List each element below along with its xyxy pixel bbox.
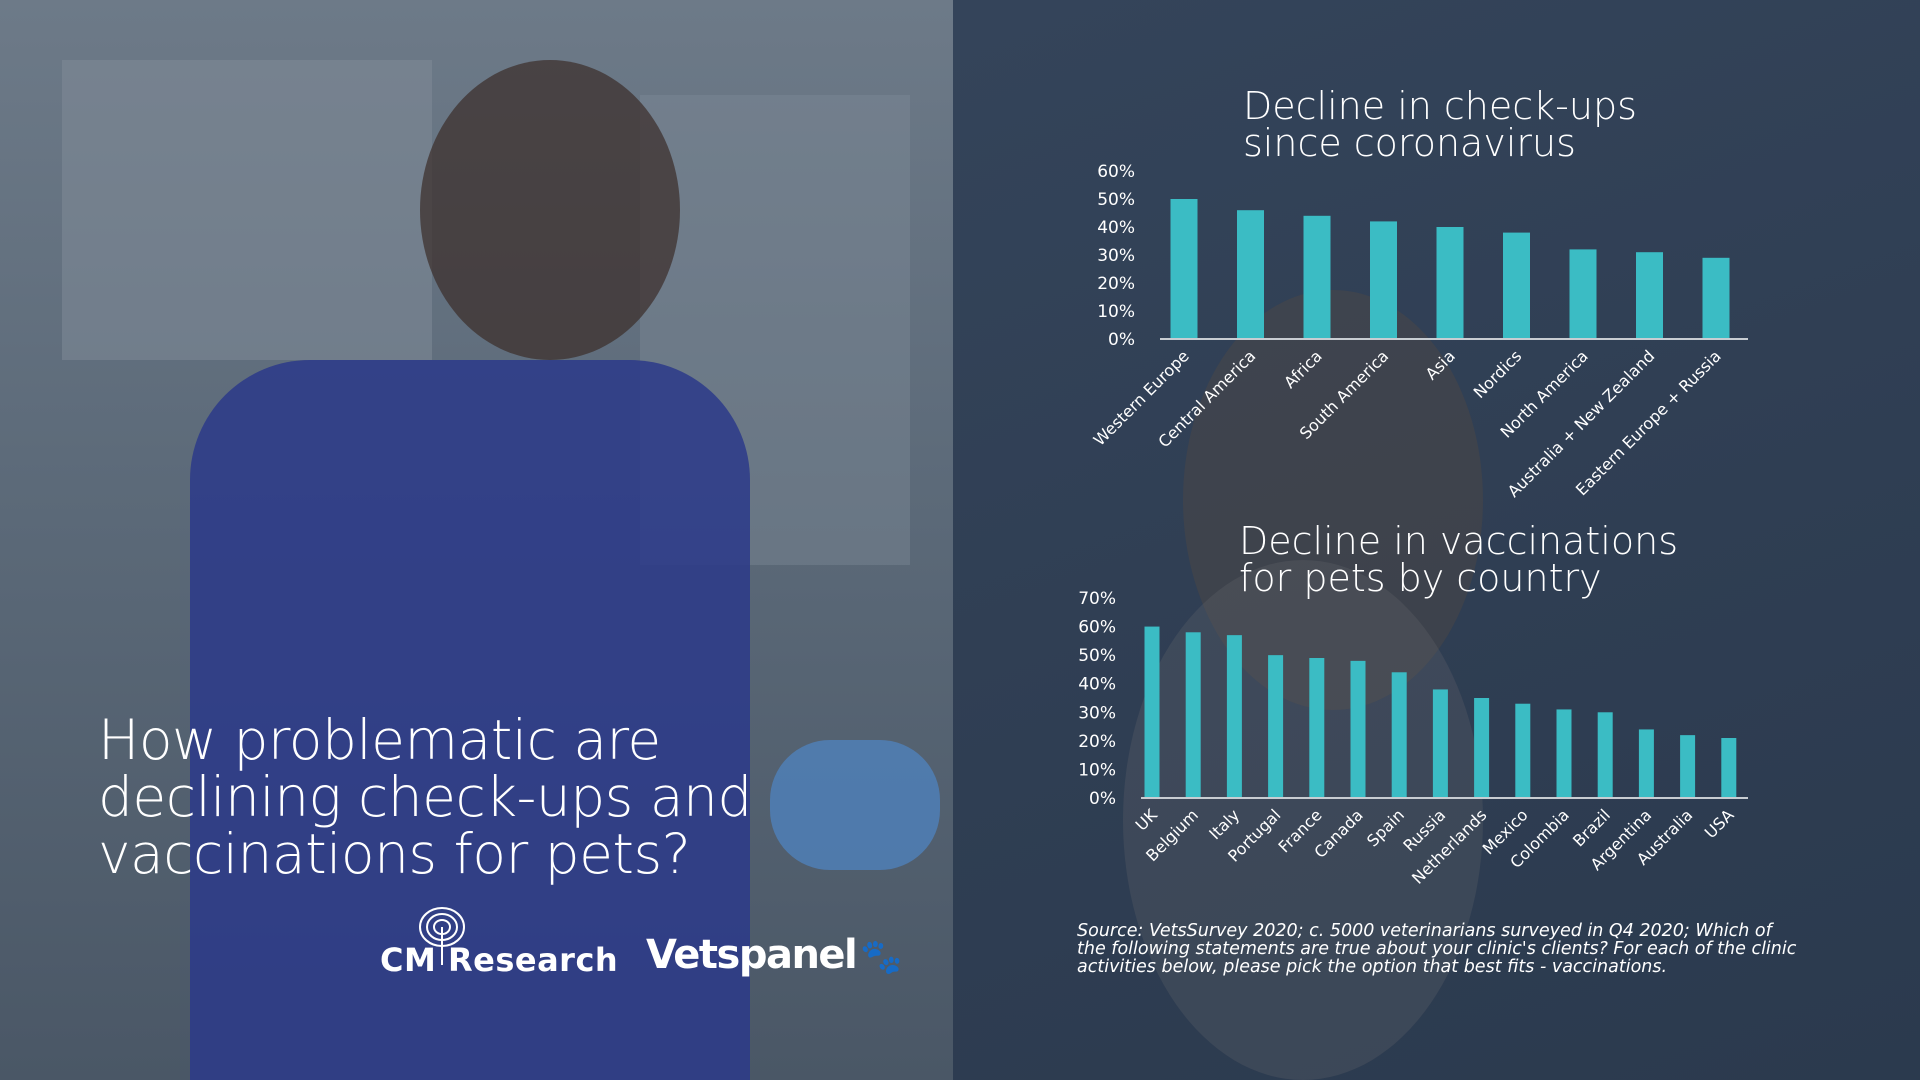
chart1-ytick-label: 20% — [1097, 274, 1135, 294]
chart2-category-label: UK — [1132, 805, 1161, 834]
dog-body — [1123, 560, 1483, 1080]
chart2-ytick-label: 50% — [1078, 646, 1116, 666]
chart1-title-line: Decline in check-ups — [1243, 84, 1637, 128]
chart2-bar — [1597, 712, 1613, 798]
chart1-title-line: since coronavirus — [1243, 121, 1576, 165]
chart2-bar — [1680, 735, 1696, 798]
antenna-icon — [419, 907, 465, 965]
vetspanel-logo: Vetspanel 🐾 — [646, 932, 903, 978]
headline-line: How problematic are — [98, 708, 661, 772]
chart2-category-label: USA — [1701, 805, 1738, 842]
chart2-ytick-label: 60% — [1078, 618, 1116, 638]
chart2-ytick-label: 10% — [1078, 760, 1116, 780]
cm-research-logo: CM Research — [380, 905, 620, 985]
chart1-ytick-label: 40% — [1097, 218, 1135, 238]
chart2-ytick-label: 0% — [1089, 789, 1116, 809]
chart2-title-line: for pets by country — [1239, 556, 1602, 600]
background-photo-nurse: How problematic are declining check-ups … — [0, 0, 953, 1080]
chart2-bar — [1268, 655, 1284, 798]
source-note: Source: VetsSurvey 2020; c. 5000 veterin… — [1077, 921, 1797, 977]
chart2-bar — [1556, 709, 1572, 798]
chart1-category-label: Nordics — [1470, 346, 1526, 402]
chart1-title: Decline in check-ups since coronavirus — [1243, 84, 1637, 165]
chart2-bar — [1432, 689, 1448, 798]
chart2-bar — [1309, 658, 1325, 798]
chart2-bar — [1185, 632, 1201, 798]
chart1-bar — [1303, 215, 1331, 339]
chart1-bar — [1170, 199, 1198, 339]
chart1-bar — [1569, 249, 1597, 339]
chart1-ytick-label: 10% — [1097, 302, 1135, 322]
paw-icon: 🐾 — [860, 937, 902, 977]
headline: How problematic are declining check-ups … — [98, 712, 752, 883]
nurse-scrubs — [190, 360, 750, 1080]
chart1-bar — [1237, 210, 1264, 339]
wall-poster — [62, 60, 432, 360]
chart2-bar — [1638, 729, 1654, 798]
chart2-bar — [1721, 738, 1737, 798]
nurse-head — [420, 60, 680, 360]
chart1-ytick-label: 0% — [1108, 330, 1135, 350]
chart2-title: Decline in vaccinations for pets by coun… — [1239, 519, 1678, 600]
chart2-ytick-label: 40% — [1078, 675, 1116, 695]
chart2-title-line: Decline in vaccinations — [1239, 519, 1678, 563]
headline-line: declining check-ups and — [98, 765, 752, 829]
chart1-bar — [1436, 227, 1464, 339]
chart1-bar — [1702, 257, 1730, 339]
chart1-category-label: Asia — [1422, 346, 1459, 383]
chart2-bar — [1350, 660, 1366, 798]
cm-research-wordmark: CM Research — [380, 941, 619, 979]
chart2-bar — [1144, 626, 1160, 798]
nurse-glove — [770, 740, 940, 870]
chart1-bar — [1503, 232, 1530, 339]
chart1-ytick-label: 30% — [1097, 246, 1135, 266]
chart1-ytick-label: 50% — [1097, 190, 1135, 210]
chart2-bar — [1391, 672, 1407, 798]
chart1-category-label: Africa — [1280, 346, 1326, 392]
chart2-ytick-label: 20% — [1078, 732, 1116, 752]
chart2-ytick-label: 70% — [1078, 589, 1116, 609]
chart1-ytick-label: 60% — [1097, 162, 1135, 182]
chart2-bar — [1515, 703, 1531, 798]
chart2-ytick-label: 30% — [1078, 703, 1116, 723]
chart2-bar — [1474, 698, 1490, 798]
vetspanel-wordmark: Vetspanel — [646, 932, 858, 978]
headline-line: vaccinations for pets? — [98, 822, 691, 886]
chart1-bar — [1636, 252, 1663, 339]
chart2-bar — [1226, 635, 1242, 798]
chart1-bar — [1370, 221, 1397, 339]
